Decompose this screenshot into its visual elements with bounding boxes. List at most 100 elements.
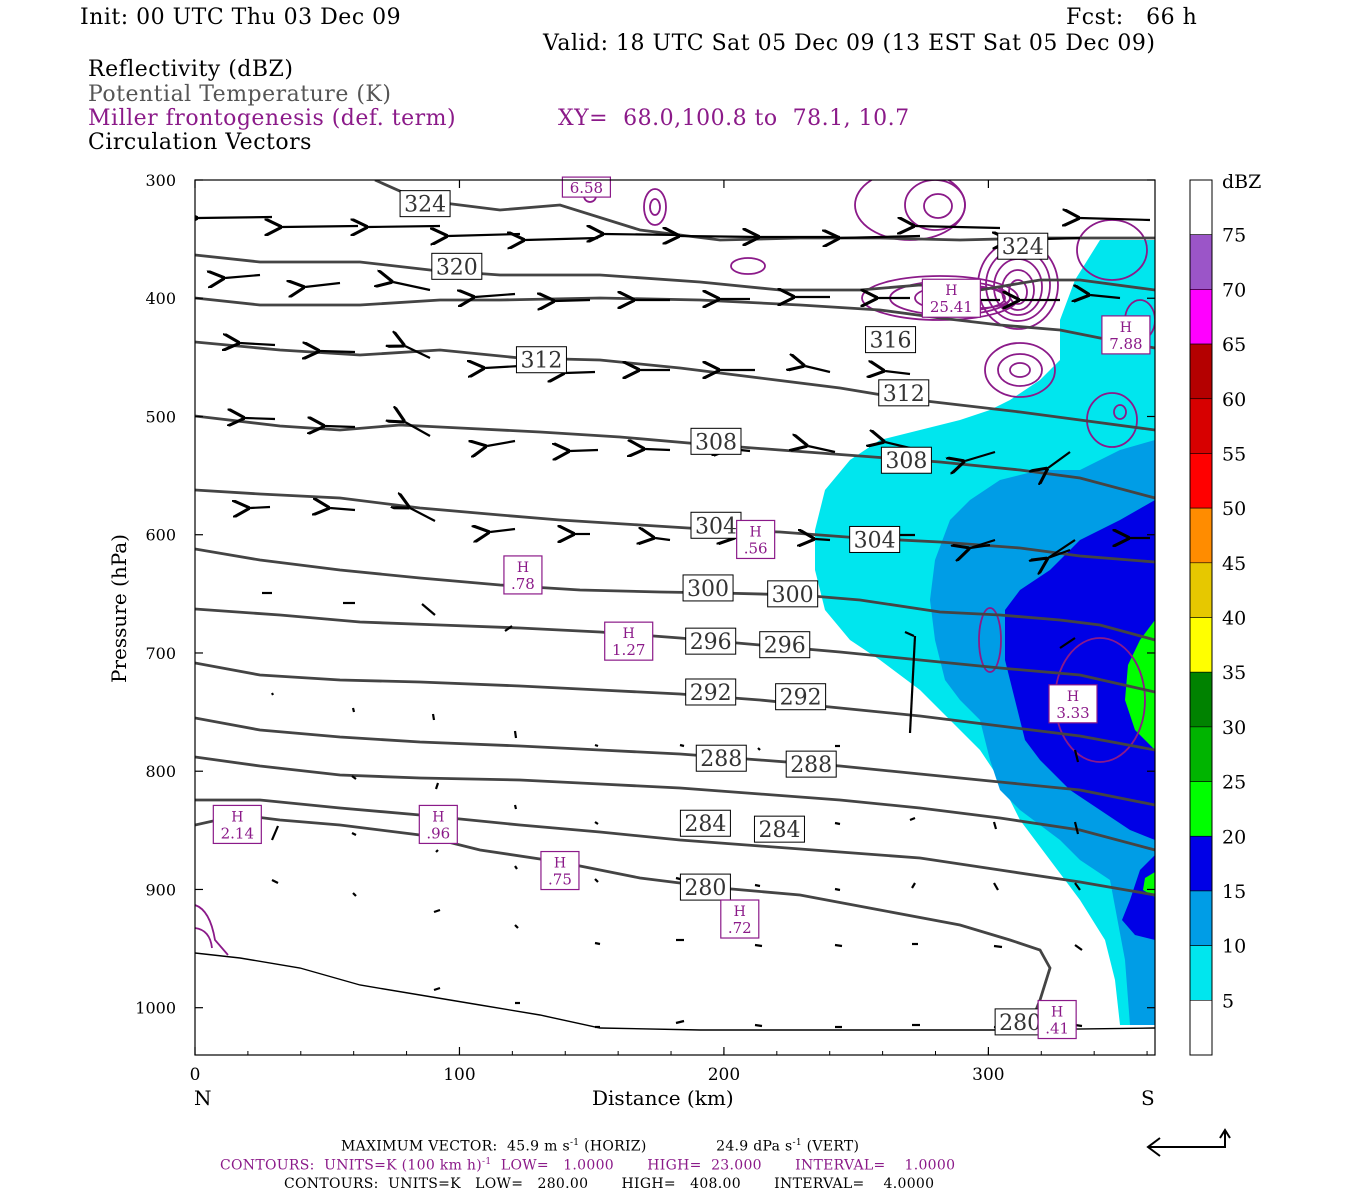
theta-label-text: 284 <box>684 812 726 837</box>
circulation-vector <box>245 418 276 419</box>
theta-label-text: 288 <box>790 753 832 778</box>
fronto-max-label: H2.14 <box>212 804 262 845</box>
fronto-max-label: H.78 <box>503 555 543 595</box>
theta-contour-line <box>195 798 1155 897</box>
theta-label-text: 284 <box>758 818 800 843</box>
plot-frame <box>194 179 1156 1056</box>
circulation-vector <box>604 234 681 235</box>
circulation-vector-small <box>908 635 917 734</box>
field-potential-temperature: Potential Temperature (K) <box>88 82 392 107</box>
fronto-contour <box>195 927 213 949</box>
colorbar-unit: dBZ <box>1222 171 1261 193</box>
dbz-20-region-low <box>1143 872 1155 897</box>
fronto-contour <box>997 353 1043 387</box>
fronto-high-marker: H <box>750 524 762 540</box>
circulation-vector-small <box>754 1023 763 1028</box>
max-horiz-value: 45.9 m s <box>507 1138 570 1155</box>
circulation-vector-small <box>993 882 999 891</box>
fronto-max-label: 6.58 <box>561 176 612 198</box>
fronto-label-value: .56 <box>744 539 768 557</box>
colorbar-swatch <box>1189 289 1213 345</box>
fronto-contour <box>1001 269 1035 311</box>
fronto-label-box <box>561 176 612 198</box>
field-reflectivity: Reflectivity (dBZ) <box>88 57 294 82</box>
fronto-label-box <box>604 621 654 661</box>
theta-label-box <box>679 873 731 901</box>
x-axis-right-end: S <box>1141 1086 1155 1110</box>
fronto-contour <box>643 188 667 226</box>
theta-label-box <box>997 232 1049 260</box>
reference-vector <box>1146 1128 1231 1157</box>
colorbar-level: 5 <box>1222 990 1234 1012</box>
x-tick-label: 0 <box>190 1065 201 1085</box>
theta-label-box <box>690 427 742 455</box>
circulation-vector <box>487 441 516 446</box>
fronto-label-value: .75 <box>548 871 572 889</box>
colorbar-level: 50 <box>1222 498 1246 520</box>
field-circulation: Circulation Vectors <box>88 130 312 155</box>
colorbar-level: 15 <box>1222 881 1246 903</box>
theta-label-text: 316 <box>870 329 912 354</box>
theta-label: 296 <box>759 631 811 659</box>
circulation-vector-small <box>594 743 599 748</box>
colorbar-level: 75 <box>1222 225 1246 247</box>
circulation-vector <box>320 351 356 352</box>
x-tick-label: 300 <box>972 1065 1004 1085</box>
theta-contour-line <box>195 716 1155 807</box>
fronto-label-box <box>1101 315 1151 355</box>
circulation-vector <box>815 539 831 540</box>
theta-label-text: 288 <box>700 747 742 772</box>
fronto-label-box <box>720 899 760 939</box>
circulation-vector-small <box>969 543 991 550</box>
theta-contours <box>195 180 1155 1031</box>
theta-label-box <box>431 252 483 280</box>
fronto-label-box <box>736 519 776 560</box>
forecast-hour: Fcst: 66 h <box>1066 5 1198 30</box>
colorbar-swatch <box>1189 234 1213 290</box>
theta-label: 308 <box>690 427 742 455</box>
fronto-label-box <box>418 804 458 845</box>
circulation-vector <box>240 343 276 345</box>
theta-contour-info: CONTOURS: UNITS=K LOW= 280.00 HIGH= 408.… <box>284 1176 935 1192</box>
y-tick-label: 800 <box>145 762 176 781</box>
theta-label-group: 324 324 320 316 312 312 308 308 304 304 300 300 296 2… <box>399 190 1049 1036</box>
theta-label: 292 <box>685 678 737 706</box>
circulation-vector-small <box>757 747 761 751</box>
fronto-contour-range: LOW= 1.0000 HIGH= 23.000 INTERVAL= 1.000… <box>491 1157 956 1174</box>
fronto-label-box <box>1037 999 1077 1040</box>
circulation-vector-small <box>904 630 915 638</box>
circulation-vector <box>1080 218 1151 220</box>
circulation-vector-small <box>351 832 357 836</box>
circulation-vector-small <box>992 821 998 830</box>
circulation-vector-small <box>504 625 513 632</box>
theta-label: 280 <box>994 1008 1046 1036</box>
circulation-vector-small <box>433 908 441 914</box>
y-tick-label: 300 <box>145 171 176 190</box>
fronto-high-marker: H <box>1067 689 1079 705</box>
circulation-vector-small <box>594 821 599 825</box>
theta-label-box <box>685 678 737 706</box>
circulation-vector <box>198 217 273 218</box>
cross-section-endpoints: XY= 68.0,100.8 to 78.1, 10.7 <box>558 106 910 131</box>
fronto-label-value: .72 <box>728 919 752 937</box>
theta-label-text: 312 <box>520 349 562 374</box>
theta-label-box <box>682 574 734 602</box>
theta-contour-line <box>195 414 1155 500</box>
theta-label-box <box>695 744 747 772</box>
theta-label: 284 <box>679 809 731 837</box>
circulation-vector-small <box>433 986 441 992</box>
theta-label-text: 280 <box>999 1011 1041 1036</box>
theta-label: 300 <box>682 574 734 602</box>
fronto-max-label: H.41 <box>1037 999 1077 1040</box>
theta-label-text: 304 <box>695 514 737 539</box>
fronto-contour <box>923 193 953 219</box>
colorbar-swatch <box>1189 453 1213 509</box>
fronto-label-value: 6.58 <box>570 179 603 197</box>
fronto-label-value: .96 <box>426 824 450 842</box>
fronto-contour <box>195 904 229 956</box>
fronto-label-box <box>212 804 262 845</box>
theta-label-box <box>767 580 819 608</box>
theta-label-text: 300 <box>772 583 814 608</box>
fronto-label-value: 7.88 <box>1109 335 1142 353</box>
